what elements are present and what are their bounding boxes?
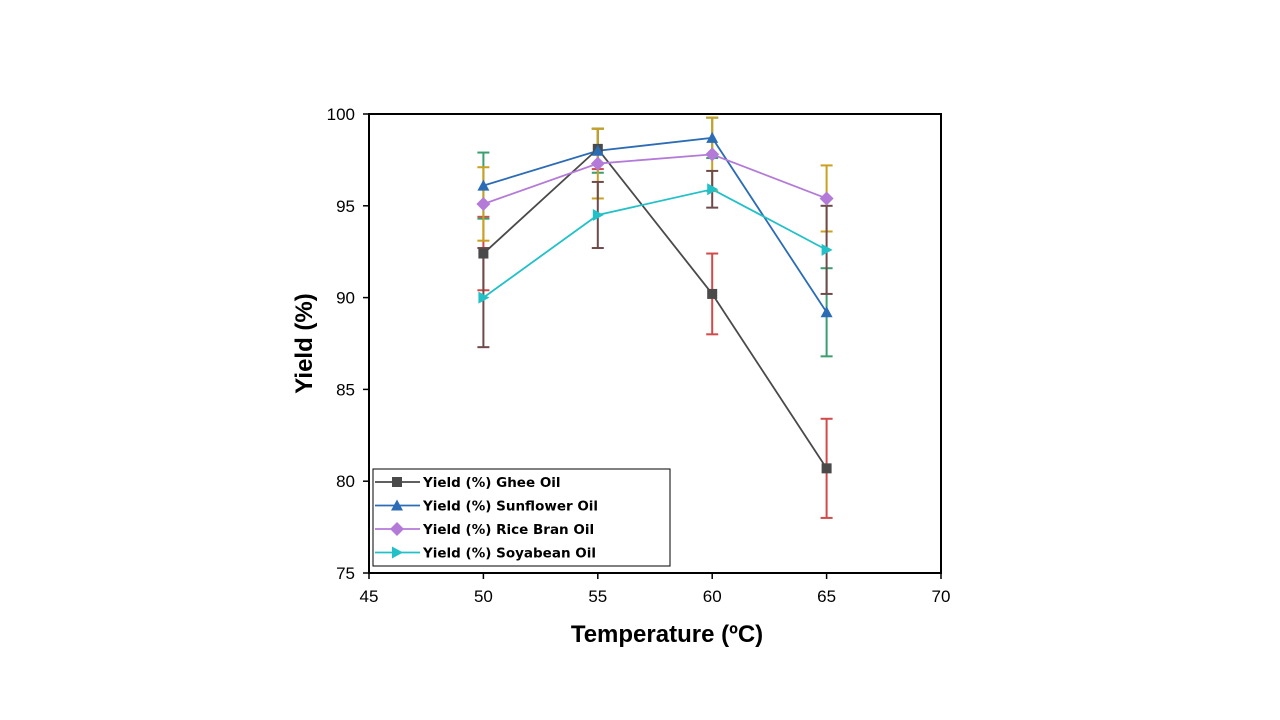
x-axis: 45 50 55 60 65 70 (360, 572, 951, 606)
data-point-soyabean-oil (478, 291, 490, 304)
series-line-rice-bran-oil (483, 153, 827, 205)
legend-box (372, 468, 671, 567)
legend-item: Yield (%) Ghee Oil (375, 475, 561, 491)
x-tick-label: 60 (703, 587, 722, 606)
data-point-rice-bran-oil (476, 196, 491, 211)
x-tick-label: 65 (817, 587, 836, 606)
data-point-rice-bran-oil (705, 147, 720, 162)
data-point-ghee-oil (707, 288, 718, 299)
data-point-sunflower-oil (477, 179, 490, 191)
series-lines (482, 136, 828, 469)
legend-marker (390, 522, 404, 536)
legend-label: Yield (%) Sunflower Oil (422, 499, 598, 515)
legend-item: Yield (%) Sunflower Oil (375, 499, 598, 515)
legend-label: Yield (%) Ghee Oil (422, 475, 561, 491)
y-axis: 75 80 85 90 95 100 (327, 105, 370, 583)
x-tick-label: 70 (932, 587, 951, 606)
y-tick-label: 80 (336, 472, 355, 491)
series-line-soyabean-oil (482, 188, 828, 299)
y-tick-label: 85 (336, 380, 355, 399)
legend-item: Yield (%) Rice Bran Oil (375, 522, 594, 538)
series-markers (476, 131, 834, 474)
y-tick-label: 100 (327, 105, 355, 124)
error-bars (477, 116, 833, 519)
x-tick-label: 45 (360, 587, 379, 606)
data-point-rice-bran-oil (590, 156, 605, 171)
legend-marker (392, 477, 402, 487)
data-point-ghee-oil (478, 248, 489, 259)
series-line-sunflower-oil (483, 136, 828, 313)
x-tick-label: 50 (474, 587, 493, 606)
x-axis-title: Temperature (ºC) (571, 621, 763, 648)
data-point-soyabean-oil (707, 183, 719, 196)
x-tick-label: 55 (588, 587, 607, 606)
legend-label: Yield (%) Rice Bran Oil (422, 522, 594, 538)
y-tick-label: 95 (336, 197, 355, 216)
y-axis-title: Yield (%) (291, 293, 318, 393)
data-point-soyabean-oil (592, 208, 604, 221)
y-tick-label: 75 (336, 564, 355, 583)
legend: Yield (%) Ghee Oil Yield (%) Sunflower Oi… (372, 468, 671, 567)
legend-item: Yield (%) Soyabean Oil (375, 546, 596, 562)
y-tick-label: 90 (336, 289, 355, 308)
data-point-sunflower-oil (820, 306, 833, 318)
legend-marker (392, 546, 403, 559)
legend-label: Yield (%) Soyabean Oil (422, 546, 596, 562)
data-point-rice-bran-oil (819, 191, 834, 206)
series-line-ghee-oil (482, 147, 828, 469)
data-point-sunflower-oil (706, 131, 719, 143)
data-point-ghee-oil (821, 463, 832, 474)
data-point-sunflower-oil (591, 144, 604, 156)
data-point-soyabean-oil (821, 243, 833, 256)
legend-marker (391, 499, 403, 511)
